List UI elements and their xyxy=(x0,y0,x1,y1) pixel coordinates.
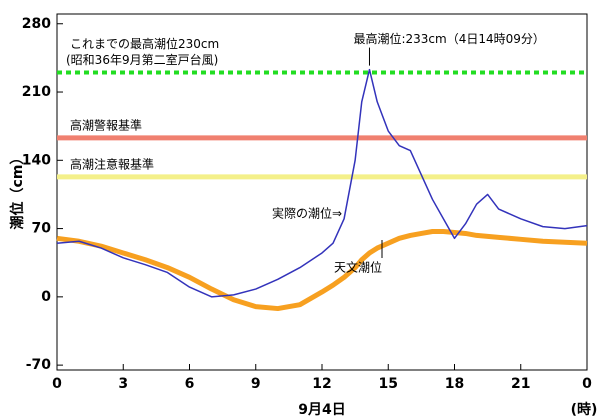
x-tick-label: 18 xyxy=(445,376,464,392)
x-axis-label: 9月4日 xyxy=(298,402,345,418)
y-tick-label: 280 xyxy=(22,16,51,32)
series-line xyxy=(56,68,588,298)
reference-label: 高潮注意報基準 xyxy=(70,156,154,171)
x-tick-label: 0 xyxy=(582,376,592,392)
x-tick-label: 9 xyxy=(251,376,261,392)
x-tick-label: 0 xyxy=(52,376,62,392)
x-axis-unit: (時) xyxy=(571,401,598,418)
y-tick-label: 70 xyxy=(32,221,52,237)
plot-frame xyxy=(56,13,588,371)
x-tick-label: 12 xyxy=(312,376,331,392)
series-annotation: 実際の潮位⇒ xyxy=(272,206,342,221)
series-line xyxy=(56,229,588,312)
series-annotation: 天文潮位 xyxy=(334,260,382,275)
y-tick-label: -70 xyxy=(26,357,52,373)
y-tick-label: 140 xyxy=(22,152,51,168)
peak-annotation: 最高潮位:233cm（4日14時09分） xyxy=(353,31,544,46)
y-tick-label: 210 xyxy=(22,84,51,100)
y-tick-label: 0 xyxy=(41,289,51,305)
x-tick-label: 6 xyxy=(185,376,195,392)
reference-label: 高潮警報基準 xyxy=(70,117,142,132)
y-axis-label: 潮位（cm） xyxy=(9,151,26,230)
x-tick-label: 15 xyxy=(379,376,398,392)
reference-sublabel: (昭和36年9月第二室戸台風) xyxy=(66,52,218,67)
reference-label: これまでの最高潮位230cm xyxy=(70,36,219,51)
x-tick-label: 21 xyxy=(511,376,530,392)
x-tick-label: 3 xyxy=(118,376,128,392)
